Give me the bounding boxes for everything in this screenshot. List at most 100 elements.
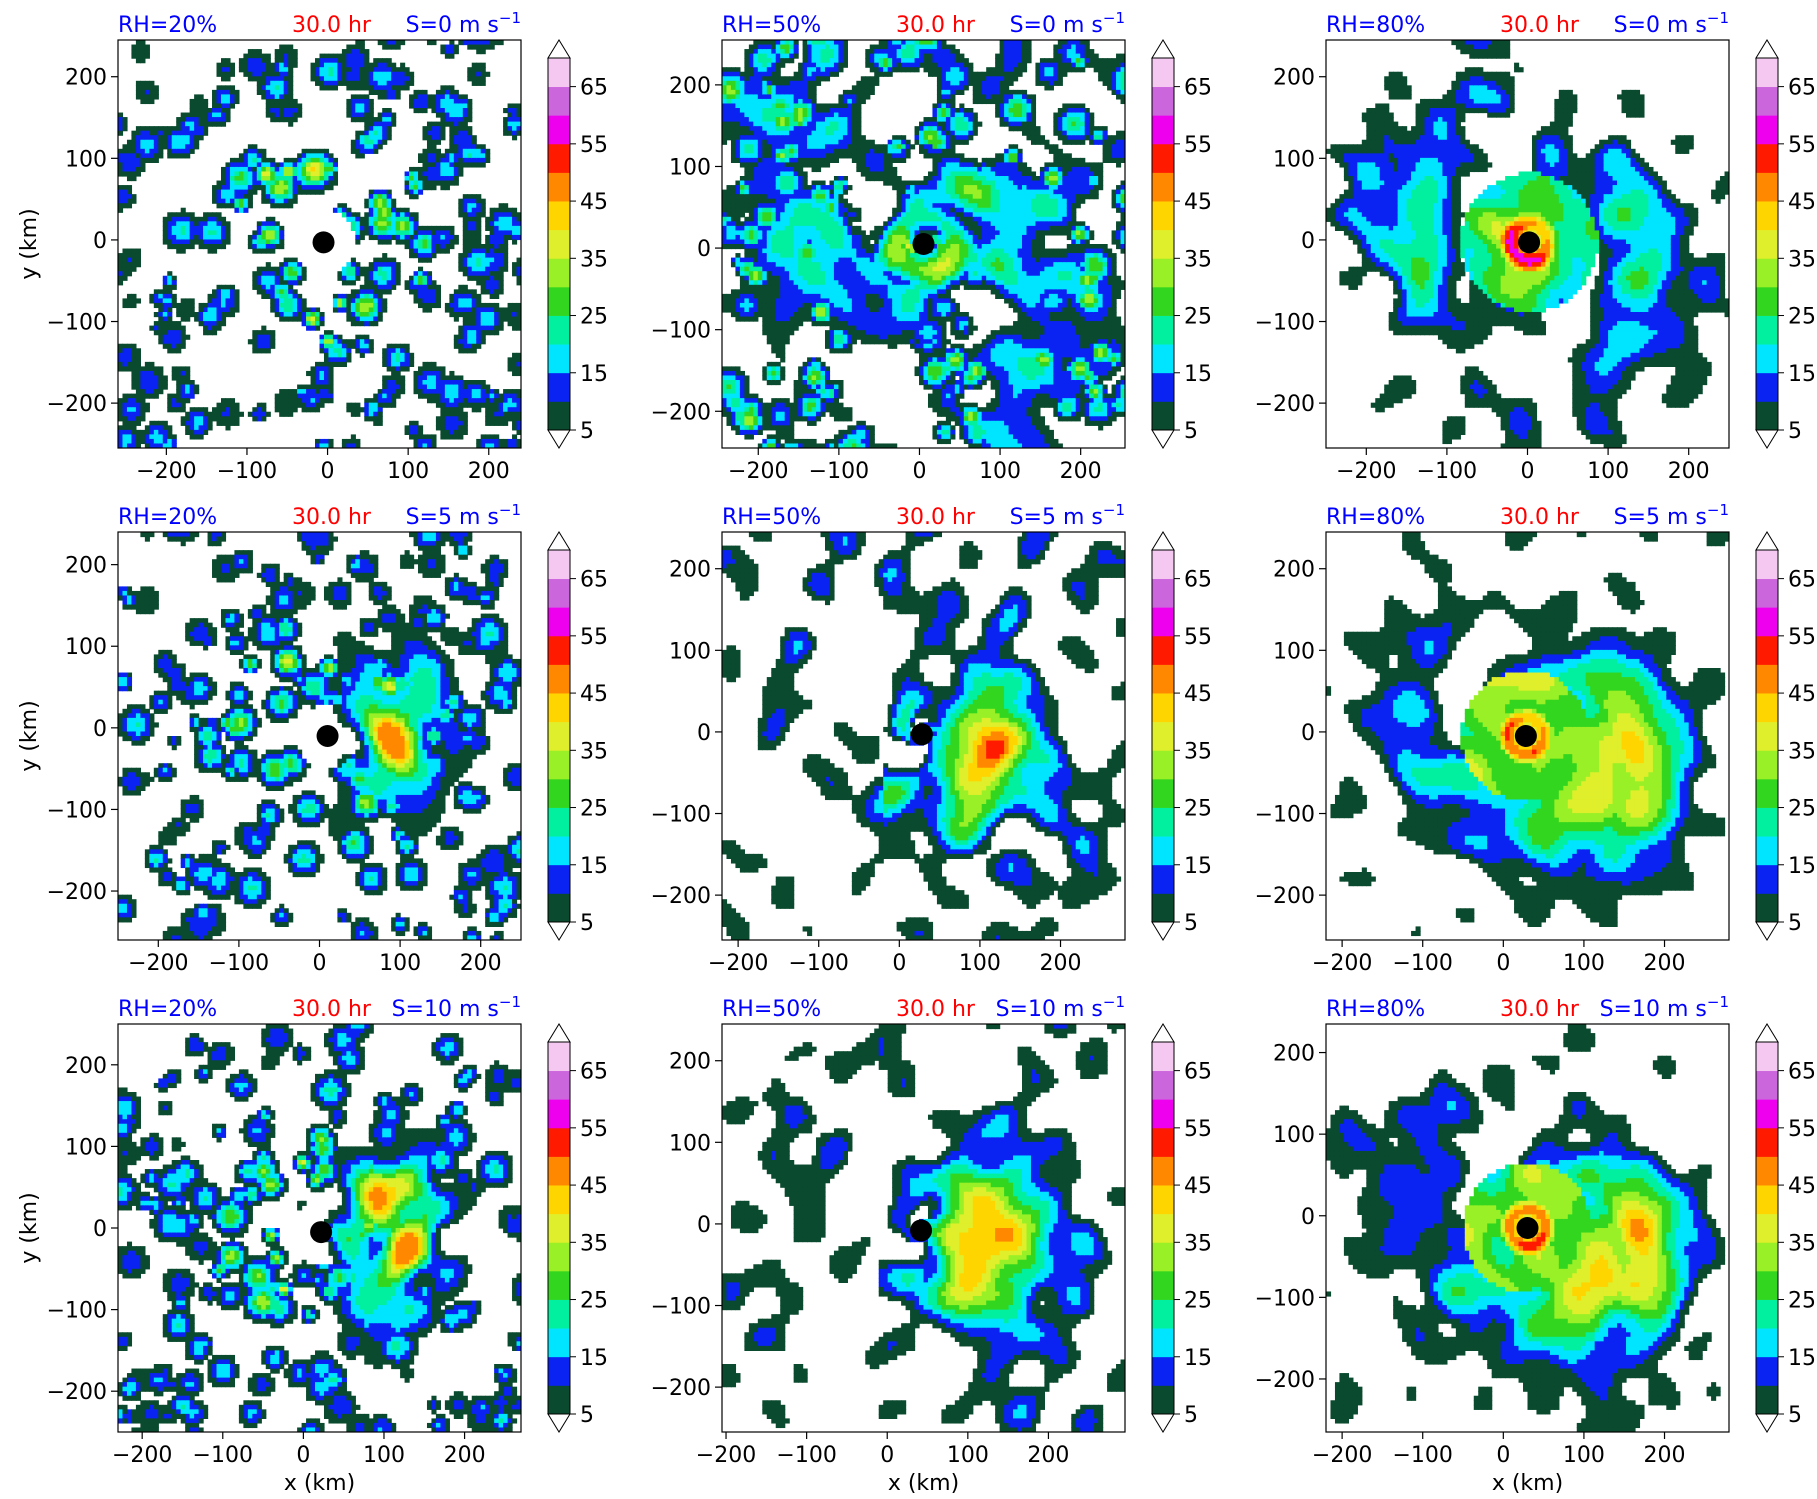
x-tick-label: −200: [1312, 951, 1372, 976]
x-tick-label: 200: [1060, 459, 1102, 484]
x-tick-label: −100: [217, 459, 277, 484]
colorbar-tick-label: 5: [1184, 911, 1198, 936]
x-tick-label: 100: [363, 1443, 405, 1468]
y-tick-label: 0: [93, 717, 107, 742]
colorbar-segment: [1152, 1185, 1174, 1215]
colorbar-tick-label: 45: [1184, 190, 1212, 215]
colorbar-segment: [1152, 778, 1174, 808]
x-tick-label: 0: [1521, 459, 1535, 484]
y-tick-label: 0: [93, 1217, 107, 1242]
colorbar-tick-label: 65: [1184, 76, 1212, 101]
panel-0-0: −200 −100 0 100 200 −200 −100 0 100 200 RH=20% 30.0…: [17, 9, 608, 484]
colorbar-segment: [1152, 1328, 1174, 1358]
colorbar-tick-label: 55: [1788, 1117, 1816, 1142]
x-tick-label: −200: [728, 459, 788, 484]
colorbar-tick-label: 5: [1184, 419, 1198, 444]
colorbar-segment: [548, 807, 570, 837]
colorbar: 5 15 25 35 45 55 65: [1151, 531, 1212, 941]
panel-2-1: −200 −100 0 100 200 −200 −100 0 100 200 RH=50% 30.0…: [651, 993, 1212, 1496]
colorbar-segment: [1152, 58, 1174, 88]
colorbar-segment: [1756, 807, 1778, 837]
colorbar-segment: [1152, 1042, 1174, 1072]
colorbar-segment: [1152, 750, 1174, 780]
y-tick-label: −100: [47, 1299, 107, 1324]
x-tick-label: −100: [209, 951, 269, 976]
x-tick-label: 100: [1563, 951, 1605, 976]
panel-2-2: −200 −100 0 100 200 −200 −100 0 100 200 RH=80% 30.0…: [1255, 993, 1816, 1496]
storm-center-marker: [310, 1221, 333, 1244]
y-tick-label: 100: [1273, 639, 1315, 664]
colorbar-segment: [1152, 693, 1174, 723]
colorbar-tick-label: 5: [580, 419, 594, 444]
x-tick-label: 200: [1644, 1443, 1686, 1468]
x-tick-label: 100: [1587, 459, 1629, 484]
colorbar-segment: [548, 401, 570, 431]
colorbar-segment: [548, 664, 570, 694]
colorbar-tick-label: 15: [1184, 362, 1212, 387]
colorbar-segment: [548, 1213, 570, 1243]
colorbar-segment: [1756, 1242, 1778, 1272]
plot-frame: [1325, 1023, 1730, 1433]
y-tick-label: −100: [1255, 1286, 1315, 1311]
colorbar-segment: [548, 1242, 570, 1272]
colorbar-tick-label: 25: [580, 1289, 608, 1314]
x-tick-label: −100: [1393, 951, 1453, 976]
y-tick-label: 0: [1301, 721, 1315, 746]
colorbar-tick-label: 55: [1184, 133, 1212, 158]
colorbar-tick-label: 35: [580, 247, 608, 272]
colorbar-tick-label: 55: [1184, 1117, 1212, 1142]
colorbar-segment: [1152, 607, 1174, 637]
colorbar-segment: [1756, 1156, 1778, 1186]
colorbar-tick-label: 35: [580, 1231, 608, 1256]
colorbar-segment: [1756, 721, 1778, 751]
panel-title-time: 30.0 hr: [896, 505, 976, 530]
y-tick-label: 100: [1273, 147, 1315, 172]
colorbar-segment: [548, 172, 570, 202]
colorbar-segment: [548, 750, 570, 780]
storm-center-marker: [1516, 1217, 1539, 1239]
y-tick-label: −100: [1255, 311, 1315, 336]
colorbar-segment: [1756, 693, 1778, 723]
colorbar: 5 15 25 35 45 55 65: [1151, 1023, 1212, 1433]
colorbar-segment: [1152, 1385, 1174, 1415]
colorbar-segment: [548, 115, 570, 145]
heatmap-field: [118, 40, 521, 448]
x-tick-label: 200: [1644, 951, 1686, 976]
panel-title-rh: RH=80%: [1326, 505, 1425, 530]
colorbar-segment: [1756, 836, 1778, 866]
colorbar-segment: [1152, 201, 1174, 231]
storm-center-marker: [912, 233, 935, 255]
colorbar: 5 15 25 35 45 55 65: [547, 1023, 608, 1433]
colorbar-segment: [1152, 1127, 1174, 1157]
y-tick-label: 200: [65, 554, 107, 579]
x-tick-label: 100: [979, 459, 1021, 484]
colorbar-segment: [1756, 258, 1778, 288]
colorbar-segment: [1152, 1099, 1174, 1129]
colorbar-segment: [1152, 1156, 1174, 1186]
panel-title-shear: S=10 m s−1: [1600, 993, 1729, 1022]
colorbar-tick-label: 45: [1184, 682, 1212, 707]
x-axis-label: x (km): [284, 1471, 355, 1496]
colorbar: 5 15 25 35 45 55 65: [547, 531, 608, 941]
colorbar-segment: [548, 1127, 570, 1157]
colorbar-segment: [1756, 86, 1778, 116]
y-tick-label: 0: [697, 237, 711, 262]
colorbar-tick-label: 45: [1788, 190, 1816, 215]
y-axis-label: y (km): [17, 700, 42, 771]
colorbar-segment: [1756, 1270, 1778, 1300]
colorbar-tick-label: 45: [580, 190, 608, 215]
y-axis-label: y (km): [17, 208, 42, 279]
colorbar-tick-label: 65: [580, 1060, 608, 1085]
panel-title-rh: RH=50%: [722, 997, 821, 1022]
panel-title-time: 30.0 hr: [896, 997, 976, 1022]
colorbar-tick-label: 55: [1788, 133, 1816, 158]
colorbar-segment: [1756, 115, 1778, 145]
panel-2-0: −200 −100 0 100 200 −200 −100 0 100 200 RH=20% 30.0…: [17, 993, 608, 1496]
colorbar-tick-label: 65: [580, 76, 608, 101]
colorbar-segment: [1756, 58, 1778, 88]
y-tick-label: 200: [65, 1054, 107, 1079]
colorbar-tick-label: 15: [1788, 1346, 1816, 1371]
colorbar-tick-label: 35: [1184, 739, 1212, 764]
colorbar-segment: [1152, 372, 1174, 402]
heatmap-field: [1326, 1024, 1726, 1432]
